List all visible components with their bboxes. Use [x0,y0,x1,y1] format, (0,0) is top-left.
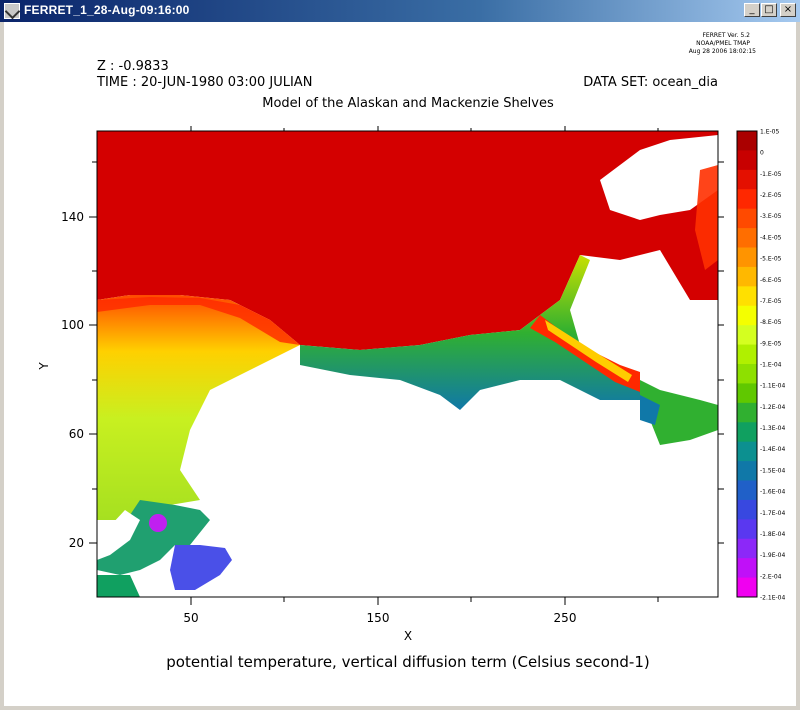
version-line-3: Aug 28 2006 18:02:15 [689,48,756,55]
colorbar-label: -6.E-05 [760,277,782,284]
colorbar-label: -1.3E-04 [760,425,785,432]
colorbar: 1.E-05 0 -1.E-05 -2.E-05 -3.E-05 -4.E-05 -5.E-… [736,129,785,602]
colorbar-label: -1.8E-04 [760,531,785,538]
colorbar-swatch [737,131,757,151]
axis-ticks [89,126,724,605]
colorbar-swatch [737,519,757,540]
colorbar-swatch [737,344,757,365]
colorbar-label: -2.E-05 [760,192,782,199]
dataset-label: DATA SET: ocean_dia [583,75,718,90]
window-title: FERRET_1_28-Aug-09:16:00 [24,3,190,17]
colorbar-label: -2.1E-04 [760,595,785,602]
colorbar-swatch [737,422,757,443]
y-tick-label: 100 [61,318,84,332]
colorbar-swatch [737,364,757,384]
colorbar-swatch [737,228,757,248]
colorbar-label: -1.E-04 [760,362,782,369]
plot-title: Model of the Alaskan and Mackenzie Shelv… [262,96,554,111]
colorbar-label: -3.E-05 [760,213,782,220]
ferret-plot: Z : -0.9833 TIME : 20-JUN-1980 03:00 JUL… [37,32,785,671]
colorbar-swatch [737,189,757,210]
window-titlebar[interactable]: FERRET_1_28-Aug-09:16:00 _ □ × [0,0,800,22]
colorbar-swatch [737,538,757,559]
colorbar-swatch [737,480,757,501]
colorbar-label: -4.E-05 [760,234,782,241]
colorbar-swatch [737,169,757,190]
version-line-2: NOAA/PMEL TMAP [696,40,750,47]
colorbar-swatch [737,441,757,462]
colorbar-swatch [737,305,757,326]
colorbar-swatch [737,461,757,481]
colorbar-label: -1.6E-04 [760,489,785,496]
colorbar-label: -1.1E-04 [760,383,785,390]
colorbar-label: -9.E-05 [760,340,782,347]
colorbar-label: -1.5E-04 [760,467,785,474]
x-tick-label: 50 [183,611,198,625]
colorbar-swatch [737,247,757,268]
x-axis-label: X [404,629,412,643]
colorbar-swatch [737,402,757,423]
colorbar-label: 0 [760,150,764,157]
plot-canvas: Z : -0.9833 TIME : 20-JUN-1980 03:00 JUL… [4,22,796,706]
minimize-button[interactable]: _ [744,3,760,17]
close-button[interactable]: × [780,3,796,17]
colorbar-label: 1.E-05 [760,129,779,136]
colorbar-label: -5.E-05 [760,256,782,263]
y-tick-label: 20 [69,536,84,550]
plot-frame [96,130,719,598]
colorbar-swatch [737,383,757,404]
colorbar-swatch [737,577,757,598]
x-tick-label: 250 [554,611,577,625]
colorbar-swatch [737,266,757,287]
colorbar-label: -8.E-05 [760,319,782,326]
colorbar-label: -7.E-05 [760,298,782,305]
y-axis-label: Y [37,362,51,371]
maximize-button[interactable]: □ [761,3,777,17]
colorbar-swatch [737,499,757,520]
app-icon [4,3,20,19]
colorbar-label: -1.2E-04 [760,404,785,411]
colorbar-frame [736,130,758,598]
colorbar-label: -1.9E-04 [760,552,785,559]
colorbar-swatch [737,286,757,307]
y-tick-label: 60 [69,427,84,441]
colorbar-swatch [737,558,757,579]
colorbar-swatch [737,150,757,171]
colorbar-label: -1.4E-04 [760,446,785,453]
z-level-label: Z : -0.9833 [97,59,169,74]
y-tick-label: 140 [61,210,84,224]
colorbar-label: -1.E-05 [760,171,782,178]
x-tick-label: 150 [367,611,390,625]
colorbar-label: -1.7E-04 [760,510,785,517]
time-label: TIME : 20-JUN-1980 03:00 JULIAN [96,75,312,90]
colorbar-swatch [737,208,757,229]
shelf-field [97,131,718,597]
colorbar-label: -2.E-04 [760,573,782,580]
colorbar-swatch [737,325,757,346]
plot-caption: potential temperature, vertical diffusio… [166,653,649,671]
version-line-1: FERRET Ver. 5.2 [702,32,750,39]
